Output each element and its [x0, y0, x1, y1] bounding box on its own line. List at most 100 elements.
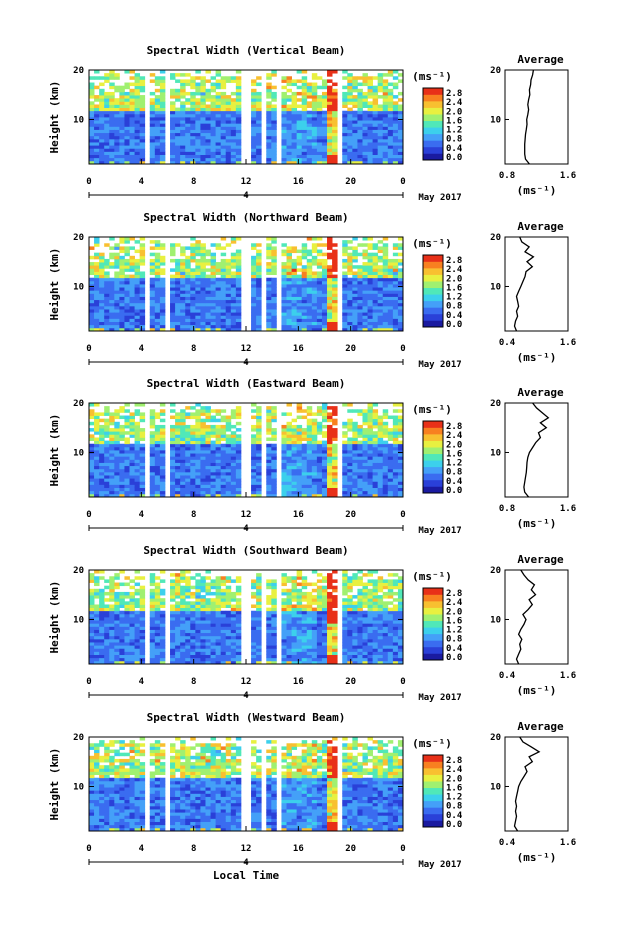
- heatmap-cell: [352, 135, 358, 140]
- heatmap-cell: [129, 638, 135, 643]
- heatmap-cell: [134, 490, 141, 495]
- heatmap-cell: [377, 443, 384, 448]
- heatmap-cell: [190, 117, 196, 121]
- heatmap-cell: [392, 258, 399, 263]
- heatmap-cell: [251, 321, 257, 326]
- heatmap-cell: [291, 249, 298, 254]
- heatmap-cell: [251, 403, 257, 407]
- heatmap-cell: [397, 135, 404, 140]
- heatmap-cell: [296, 145, 303, 149]
- heatmap-cell: [256, 151, 262, 155]
- heatmap-cell: [180, 478, 186, 482]
- heatmap-cell: [392, 453, 399, 457]
- heatmap-cell: [205, 107, 211, 112]
- heatmap-cell: [281, 453, 287, 457]
- heatmap-cell: [114, 265, 120, 269]
- heatmap-cell: [129, 635, 135, 640]
- heatmap-cell: [170, 302, 176, 307]
- heatmap-cell: [332, 280, 338, 285]
- heatmap-cell: [347, 135, 353, 140]
- heatmap-cell: [316, 299, 323, 304]
- heatmap-cell: [185, 305, 191, 310]
- heatmap-cell: [154, 110, 161, 115]
- heatmap-cell: [149, 107, 156, 112]
- heatmap-cell: [124, 296, 130, 301]
- heatmap-cell: [104, 321, 110, 326]
- heatmap-cell: [362, 440, 368, 445]
- heatmap-cell: [296, 490, 303, 495]
- heatmap-cell: [225, 421, 232, 426]
- heatmap-cell: [367, 255, 374, 260]
- heatmap-cell: [225, 305, 232, 310]
- heatmap-cell: [306, 95, 313, 99]
- heatmap-cell: [357, 151, 363, 155]
- heatmap-cell: [119, 117, 125, 121]
- heatmap-cell: [251, 284, 257, 288]
- heatmap-cell: [256, 487, 262, 492]
- heatmap-cell: [175, 582, 181, 587]
- heatmap-cell: [311, 443, 318, 448]
- heatmap-cell: [94, 293, 100, 297]
- heatmap-cell: [175, 107, 181, 112]
- heatmap-cell: [175, 459, 181, 463]
- heatmap-cell: [119, 409, 125, 413]
- colorbar-tick-label: 2.0: [446, 440, 462, 450]
- heatmap-cell: [134, 76, 141, 80]
- heatmap-cell: [149, 617, 156, 621]
- heatmap-cell: [119, 284, 125, 288]
- heatmap-cell: [210, 487, 217, 492]
- heatmap-cell: [129, 446, 135, 451]
- heatmap-cell: [342, 135, 348, 140]
- heatmap-cell: [342, 465, 348, 470]
- heatmap-cell: [175, 418, 181, 423]
- heatmap-cell: [159, 645, 166, 649]
- heatmap-cell: [124, 431, 130, 435]
- heatmap-cell: [382, 113, 389, 118]
- heatmap-cell: [306, 284, 313, 288]
- heatmap-cell: [352, 142, 358, 146]
- heatmap-cell: [367, 493, 374, 498]
- heatmap-cell: [205, 70, 211, 74]
- heatmap-cell: [357, 120, 363, 124]
- x-tick-label: 0: [86, 177, 91, 187]
- heatmap-cell: [382, 490, 389, 495]
- heatmap-cell: [357, 142, 363, 146]
- heatmap-cell: [89, 88, 95, 93]
- heatmap-cell: [332, 148, 338, 152]
- heatmap-cell: [387, 88, 394, 93]
- average-frame: [504, 402, 569, 498]
- heatmap-cell: [281, 437, 287, 441]
- heatmap-cell: [271, 246, 277, 250]
- average-title: Average: [517, 53, 564, 66]
- heatmap-cell: [316, 287, 323, 291]
- x-tick-label: 20: [345, 510, 356, 520]
- heatmap-cell: [347, 459, 353, 463]
- heatmap-cell: [205, 280, 211, 285]
- heatmap-cell: [190, 302, 196, 307]
- colorbar-swatch: [423, 255, 443, 262]
- heatmap-cell: [89, 471, 95, 476]
- heatmap-cell: [266, 117, 272, 121]
- heatmap-cell: [291, 431, 298, 435]
- heatmap-cell: [185, 645, 191, 649]
- heatmap-cell: [94, 604, 100, 608]
- heatmap-cell: [114, 613, 120, 618]
- heatmap-cell: [104, 638, 110, 643]
- heatmap-cell: [266, 82, 272, 87]
- heatmap-cell: [377, 305, 384, 310]
- heatmap-cell: [367, 76, 374, 80]
- heatmap-cell: [89, 648, 95, 652]
- heatmap-cell: [392, 481, 399, 485]
- heatmap-cell: [301, 132, 308, 137]
- heatmap-cell: [256, 440, 262, 445]
- heatmap-cell: [149, 154, 156, 159]
- heatmap-field: [89, 570, 404, 665]
- heatmap-cell: [352, 312, 358, 316]
- heatmap-cell: [291, 145, 298, 149]
- heatmap-cell: [347, 82, 353, 87]
- heatmap-cell: [316, 258, 323, 263]
- heatmap-cell: [185, 579, 191, 583]
- heatmap-cell: [210, 324, 217, 329]
- heatmap-cell: [185, 471, 191, 476]
- heatmap-cell: [124, 446, 130, 451]
